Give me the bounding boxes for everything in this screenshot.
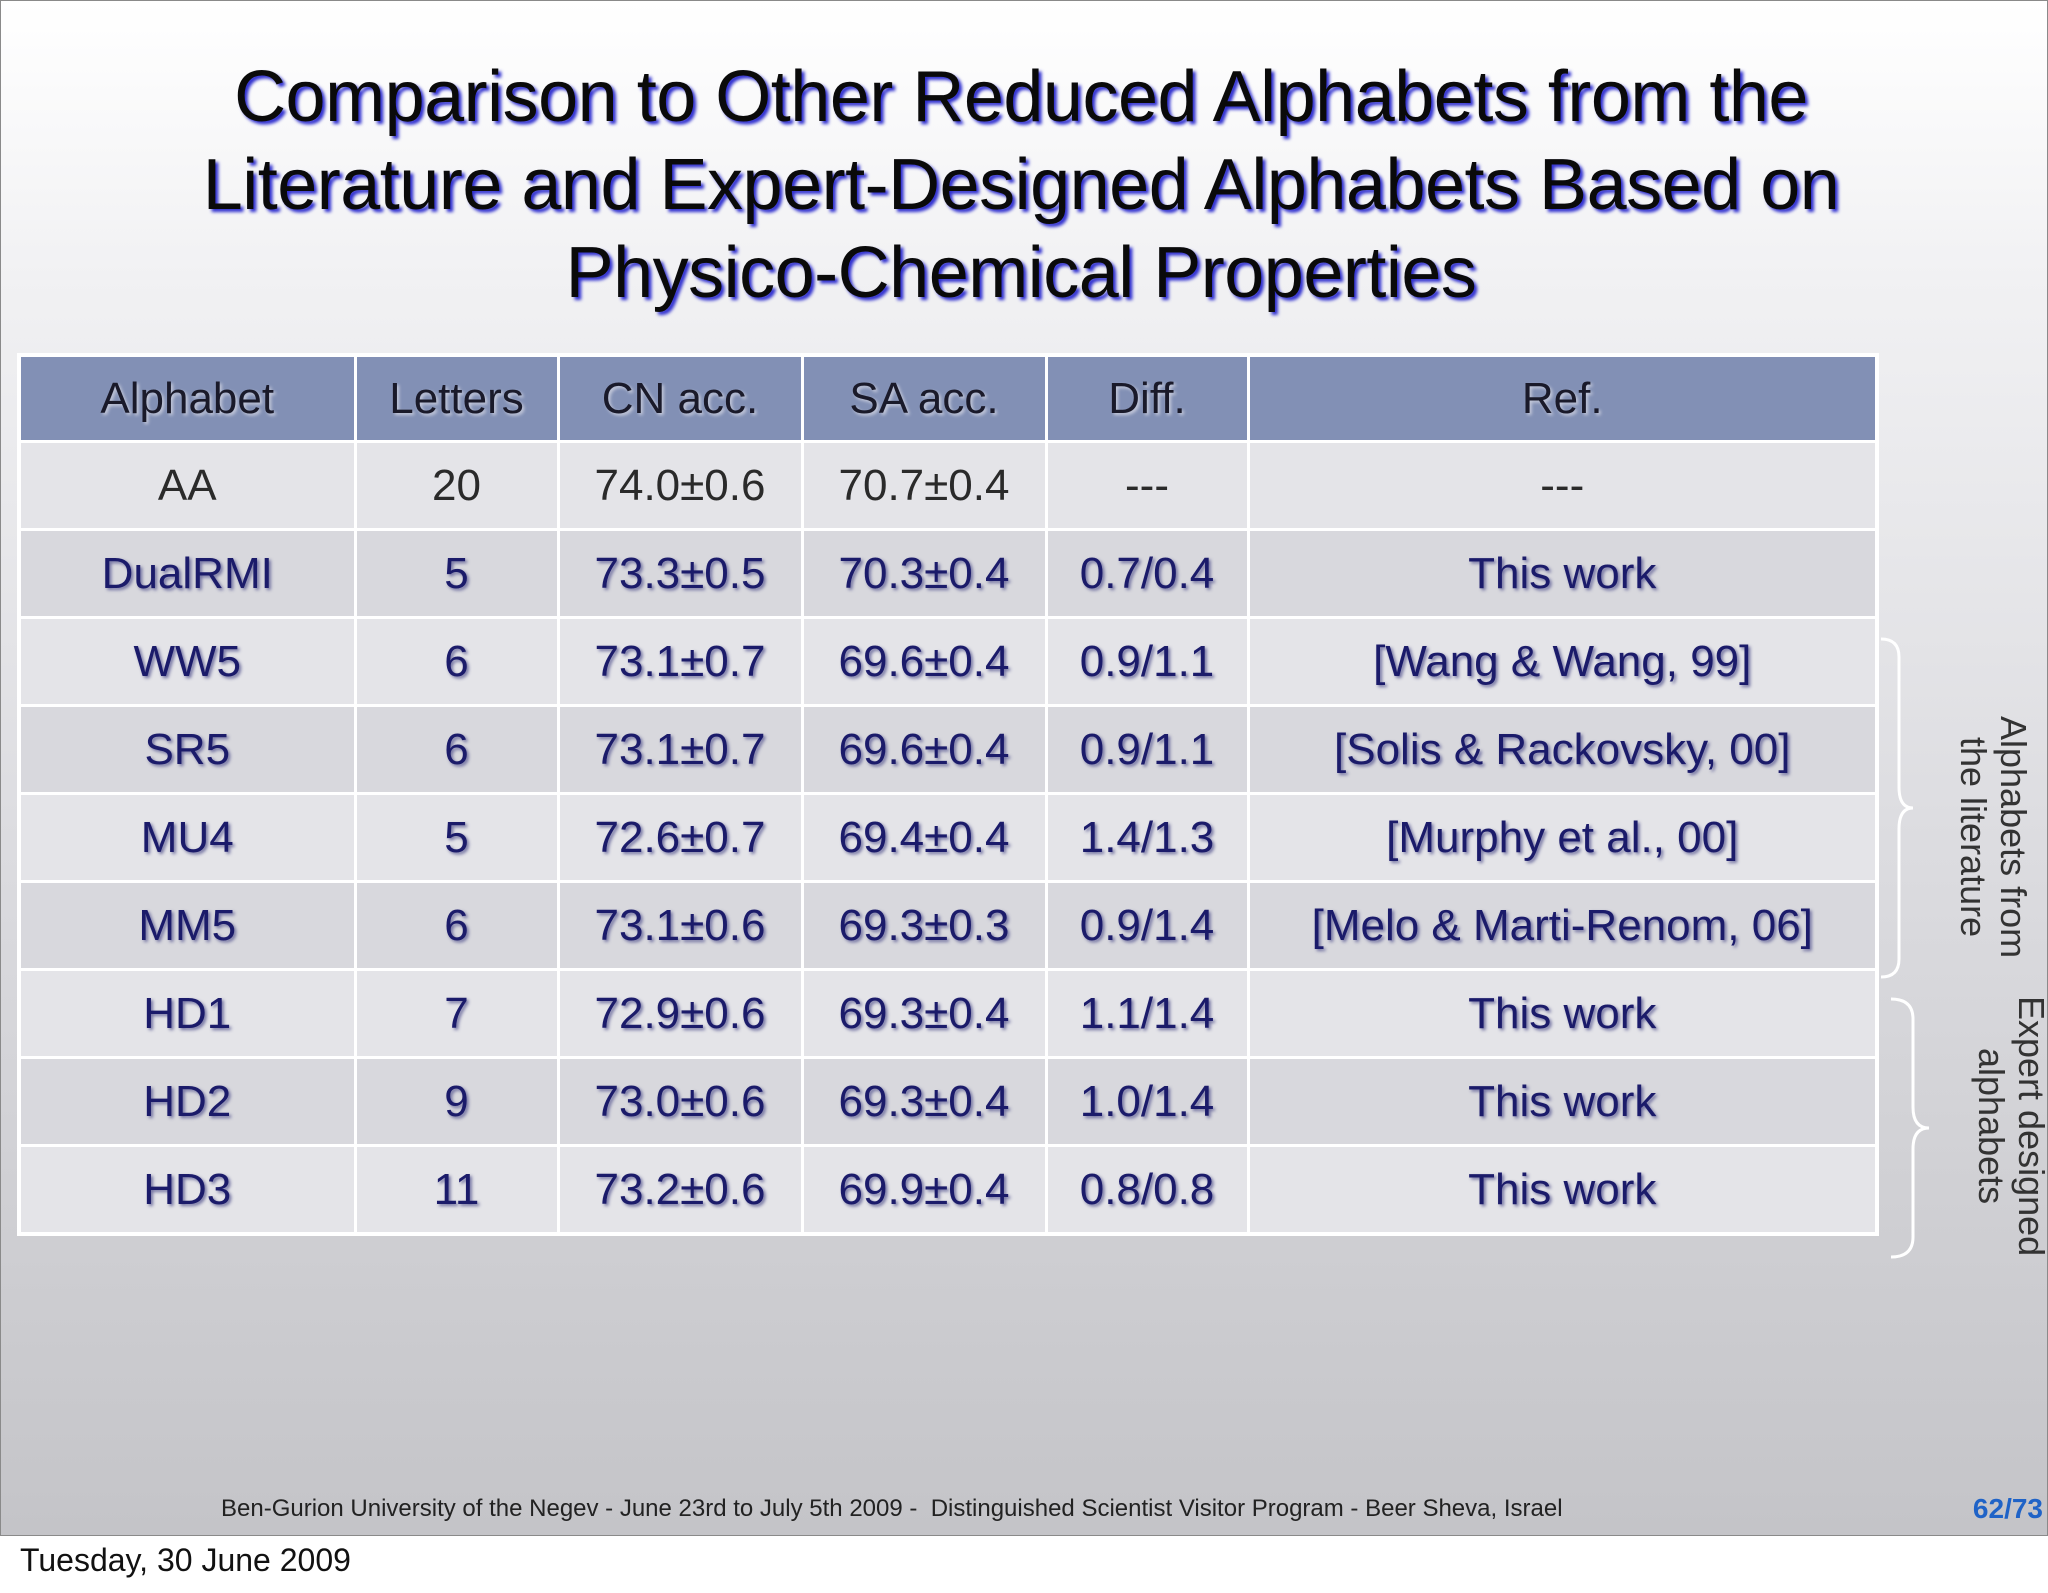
cell-sa-acc: 69.4±0.4: [800, 792, 1048, 883]
cell-letters: 5: [353, 792, 560, 883]
slide-footer: Ben-Gurion University of the Negev - Jun…: [221, 1495, 1563, 1522]
cell-alphabet: HD2: [17, 1056, 357, 1147]
cell-ref: This work: [1246, 528, 1879, 619]
title-line-3: Physico-Chemical Properties: [565, 233, 1477, 313]
cell-letters: 6: [353, 704, 560, 795]
cell-diff: 0.9/1.1: [1044, 616, 1250, 707]
table-row: SR5 6 73.1±0.7 69.6±0.4 0.9/1.1 [Solis &…: [17, 704, 1879, 795]
table-row: MU4 5 72.6±0.7 69.4±0.4 1.4/1.3 [Murphy …: [17, 792, 1879, 883]
cell-ref: ---: [1246, 440, 1879, 531]
cell-cn-acc: 73.3±0.5: [556, 528, 804, 619]
cell-sa-acc: 69.3±0.4: [800, 968, 1048, 1059]
title-line-1: Comparison to Other Reduced Alphabets fr…: [234, 57, 1808, 137]
cell-letters: 6: [353, 616, 560, 707]
header-alphabet: Alphabet: [17, 353, 357, 443]
cell-diff: ---: [1044, 440, 1250, 531]
cell-cn-acc: 73.0±0.6: [556, 1056, 804, 1147]
cell-ref: [Murphy et al., 00]: [1246, 792, 1879, 883]
cell-alphabet: WW5: [17, 616, 357, 707]
cell-cn-acc: 72.9±0.6: [556, 968, 804, 1059]
cell-alphabet: SR5: [17, 704, 357, 795]
cell-diff: 1.1/1.4: [1044, 968, 1250, 1059]
cell-sa-acc: 69.3±0.3: [800, 880, 1048, 971]
cell-ref: This work: [1246, 1144, 1879, 1236]
title-line-2: Literature and Expert-Designed Alphabets…: [202, 145, 1840, 225]
cell-cn-acc: 73.1±0.7: [556, 616, 804, 707]
cell-diff: 1.4/1.3: [1044, 792, 1250, 883]
literature-group-label: Alphabets from the literature: [1953, 715, 2034, 959]
cell-ref: [Wang & Wang, 99]: [1246, 616, 1879, 707]
cell-diff: 0.7/0.4: [1044, 528, 1250, 619]
cell-letters: 6: [353, 880, 560, 971]
cell-cn-acc: 74.0±0.6: [556, 440, 804, 531]
cell-letters: 9: [353, 1056, 560, 1147]
page-number: 62/73: [1972, 1493, 2043, 1524]
cell-letters: 7: [353, 968, 560, 1059]
cell-alphabet: HD3: [17, 1144, 357, 1236]
literature-brace-icon: [1880, 637, 1914, 979]
header-cn-acc: CN acc.: [556, 353, 804, 443]
cell-cn-acc: 73.2±0.6: [556, 1144, 804, 1236]
table-row: MM5 6 73.1±0.6 69.3±0.3 0.9/1.4 [Melo & …: [17, 880, 1879, 971]
cell-diff: 0.9/1.4: [1044, 880, 1250, 971]
header-diff: Diff.: [1044, 353, 1250, 443]
cell-cn-acc: 73.1±0.6: [556, 880, 804, 971]
comparison-table: Alphabet Letters CN acc. SA acc. Diff. R…: [17, 353, 1879, 1236]
table-row: HD2 9 73.0±0.6 69.3±0.4 1.0/1.4 This wor…: [17, 1056, 1879, 1147]
cell-ref: [Melo & Marti-Renom, 06]: [1246, 880, 1879, 971]
cell-alphabet: HD1: [17, 968, 357, 1059]
table-header-row: Alphabet Letters CN acc. SA acc. Diff. R…: [17, 353, 1879, 443]
cell-alphabet: MU4: [17, 792, 357, 883]
table-row: WW5 6 73.1±0.7 69.6±0.4 0.9/1.1 [Wang & …: [17, 616, 1879, 707]
cell-diff: 0.9/1.1: [1044, 704, 1250, 795]
expert-brace-icon: [1890, 997, 1930, 1259]
cell-letters: 20: [353, 440, 560, 531]
expert-group-label: Expert designed alphabets: [1971, 995, 2048, 1257]
table-row: HD3 11 73.2±0.6 69.9±0.4 0.8/0.8 This wo…: [17, 1144, 1879, 1236]
cell-sa-acc: 69.6±0.4: [800, 616, 1048, 707]
cell-cn-acc: 73.1±0.7: [556, 704, 804, 795]
cell-alphabet: DualRMI: [17, 528, 357, 619]
date-caption: Tuesday, 30 June 2009: [20, 1542, 351, 1578]
cell-alphabet: MM5: [17, 880, 357, 971]
cell-alphabet: AA: [17, 440, 357, 531]
header-sa-acc: SA acc.: [800, 353, 1048, 443]
cell-cn-acc: 72.6±0.7: [556, 792, 804, 883]
cell-diff: 0.8/0.8: [1044, 1144, 1250, 1236]
cell-diff: 1.0/1.4: [1044, 1056, 1250, 1147]
header-letters: Letters: [353, 353, 560, 443]
table-row: HD1 7 72.9±0.6 69.3±0.4 1.1/1.4 This wor…: [17, 968, 1879, 1059]
cell-sa-acc: 70.3±0.4: [800, 528, 1048, 619]
table-row: DualRMI 5 73.3±0.5 70.3±0.4 0.7/0.4 This…: [17, 528, 1879, 619]
cell-sa-acc: 69.9±0.4: [800, 1144, 1048, 1236]
slide: Comparison to Other Reduced Alphabets fr…: [0, 0, 2048, 1536]
cell-letters: 5: [353, 528, 560, 619]
cell-ref: This work: [1246, 968, 1879, 1059]
header-ref: Ref.: [1246, 353, 1879, 443]
cell-letters: 11: [353, 1144, 560, 1236]
cell-sa-acc: 69.6±0.4: [800, 704, 1048, 795]
cell-sa-acc: 69.3±0.4: [800, 1056, 1048, 1147]
cell-ref: This work: [1246, 1056, 1879, 1147]
cell-sa-acc: 70.7±0.4: [800, 440, 1048, 531]
slide-title: Comparison to Other Reduced Alphabets fr…: [61, 53, 1981, 317]
cell-ref: [Solis & Rackovsky, 00]: [1246, 704, 1879, 795]
table-row: AA 20 74.0±0.6 70.7±0.4 --- ---: [17, 440, 1879, 531]
